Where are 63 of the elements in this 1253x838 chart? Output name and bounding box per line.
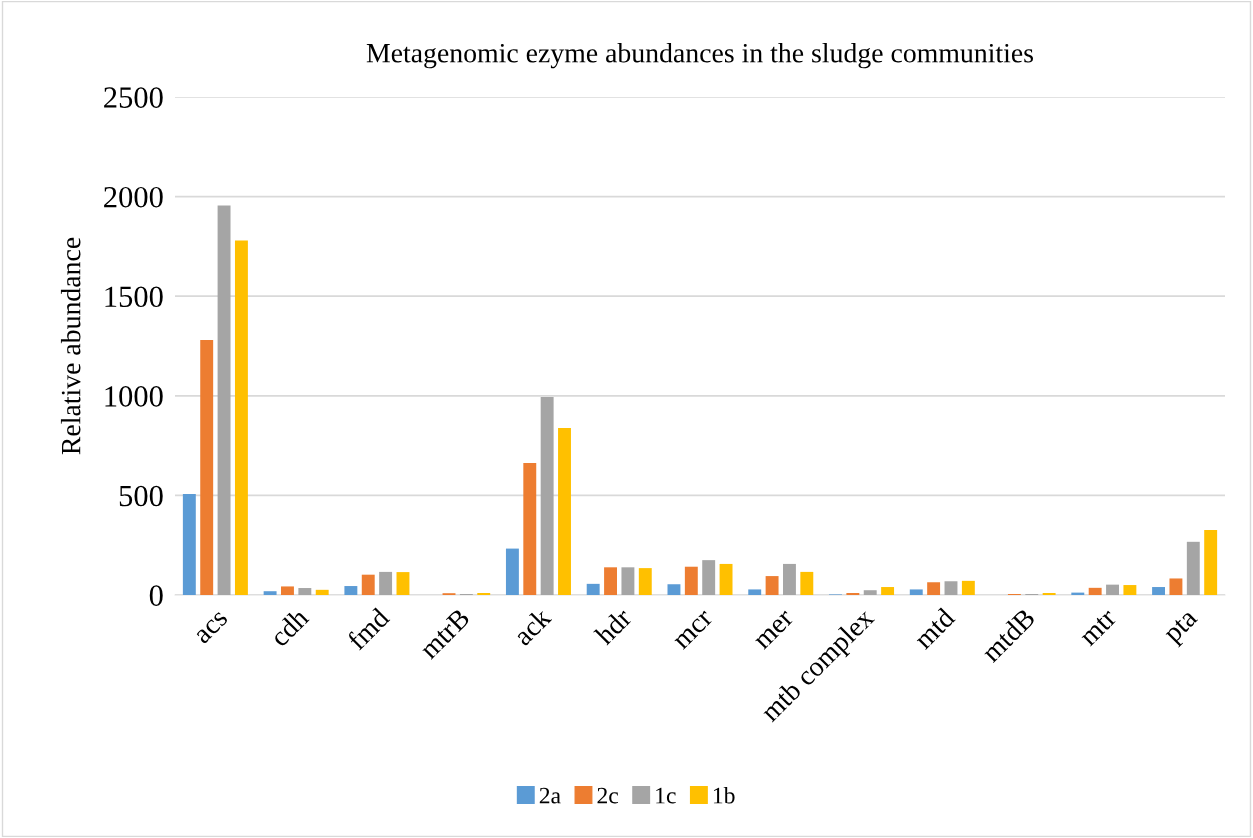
y-tick-label: 1000 <box>105 386 163 407</box>
bar <box>748 589 762 595</box>
bar <box>200 340 214 595</box>
bar <box>604 567 618 595</box>
bar <box>1088 587 1102 595</box>
bar <box>863 590 877 595</box>
y-tick-label: 500 <box>119 485 163 507</box>
x-tick-label: mcr <box>674 610 714 651</box>
bar <box>1106 584 1119 595</box>
legend-label: 1c <box>656 787 676 804</box>
bar <box>621 567 635 595</box>
bar <box>1186 541 1200 595</box>
bar <box>961 580 975 595</box>
legend-label: 2c <box>597 787 619 804</box>
bar <box>702 560 716 595</box>
bar <box>1169 578 1183 595</box>
bar <box>361 574 375 595</box>
y-tick-label: 0 <box>149 585 163 606</box>
y-tick-label: 2000 <box>104 186 163 208</box>
bar <box>396 572 410 595</box>
bar <box>182 494 196 595</box>
bar <box>765 576 779 595</box>
x-tick-label: fmd <box>345 606 391 651</box>
bar <box>927 582 941 595</box>
bar <box>344 586 358 595</box>
legend-label: 2a <box>539 787 561 804</box>
bar <box>586 583 600 595</box>
bar <box>881 587 895 595</box>
bar <box>234 240 248 595</box>
x-tick-label: hdr <box>593 606 633 646</box>
bar <box>1204 530 1218 595</box>
bar <box>379 571 393 595</box>
bar <box>540 397 554 595</box>
bar <box>281 586 294 595</box>
legend-label: 1b <box>713 786 735 804</box>
bar <box>667 584 681 595</box>
x-tick-label: ack <box>511 606 553 647</box>
bar <box>1152 587 1166 595</box>
bar <box>782 563 796 595</box>
bar <box>944 581 958 595</box>
x-tick-label: acs <box>195 611 229 645</box>
bar <box>684 566 698 595</box>
bar <box>217 205 231 595</box>
x-tick-label: pta <box>1163 608 1203 648</box>
chart-title: Metagenomic ezyme abundances in the sludge communities <box>366 43 1033 69</box>
bar <box>1123 585 1137 595</box>
x-tick-label: mtd <box>912 606 956 651</box>
x-tick-label: mtr <box>1079 608 1118 647</box>
bar <box>638 568 652 595</box>
bar <box>558 428 571 595</box>
bar <box>298 588 312 595</box>
x-tick-label: mer <box>755 610 795 651</box>
bar <box>263 591 277 595</box>
bar <box>315 589 329 595</box>
x-tick-label: cdh <box>268 606 310 648</box>
bar <box>505 548 519 595</box>
bar <box>800 571 814 595</box>
y-tick-label: 2500 <box>104 87 163 108</box>
bar <box>719 563 733 595</box>
bar <box>909 589 923 595</box>
y-tick-label: 1500 <box>105 286 163 308</box>
y-axis-title: Relative abundance <box>60 237 81 455</box>
bar <box>523 462 537 595</box>
